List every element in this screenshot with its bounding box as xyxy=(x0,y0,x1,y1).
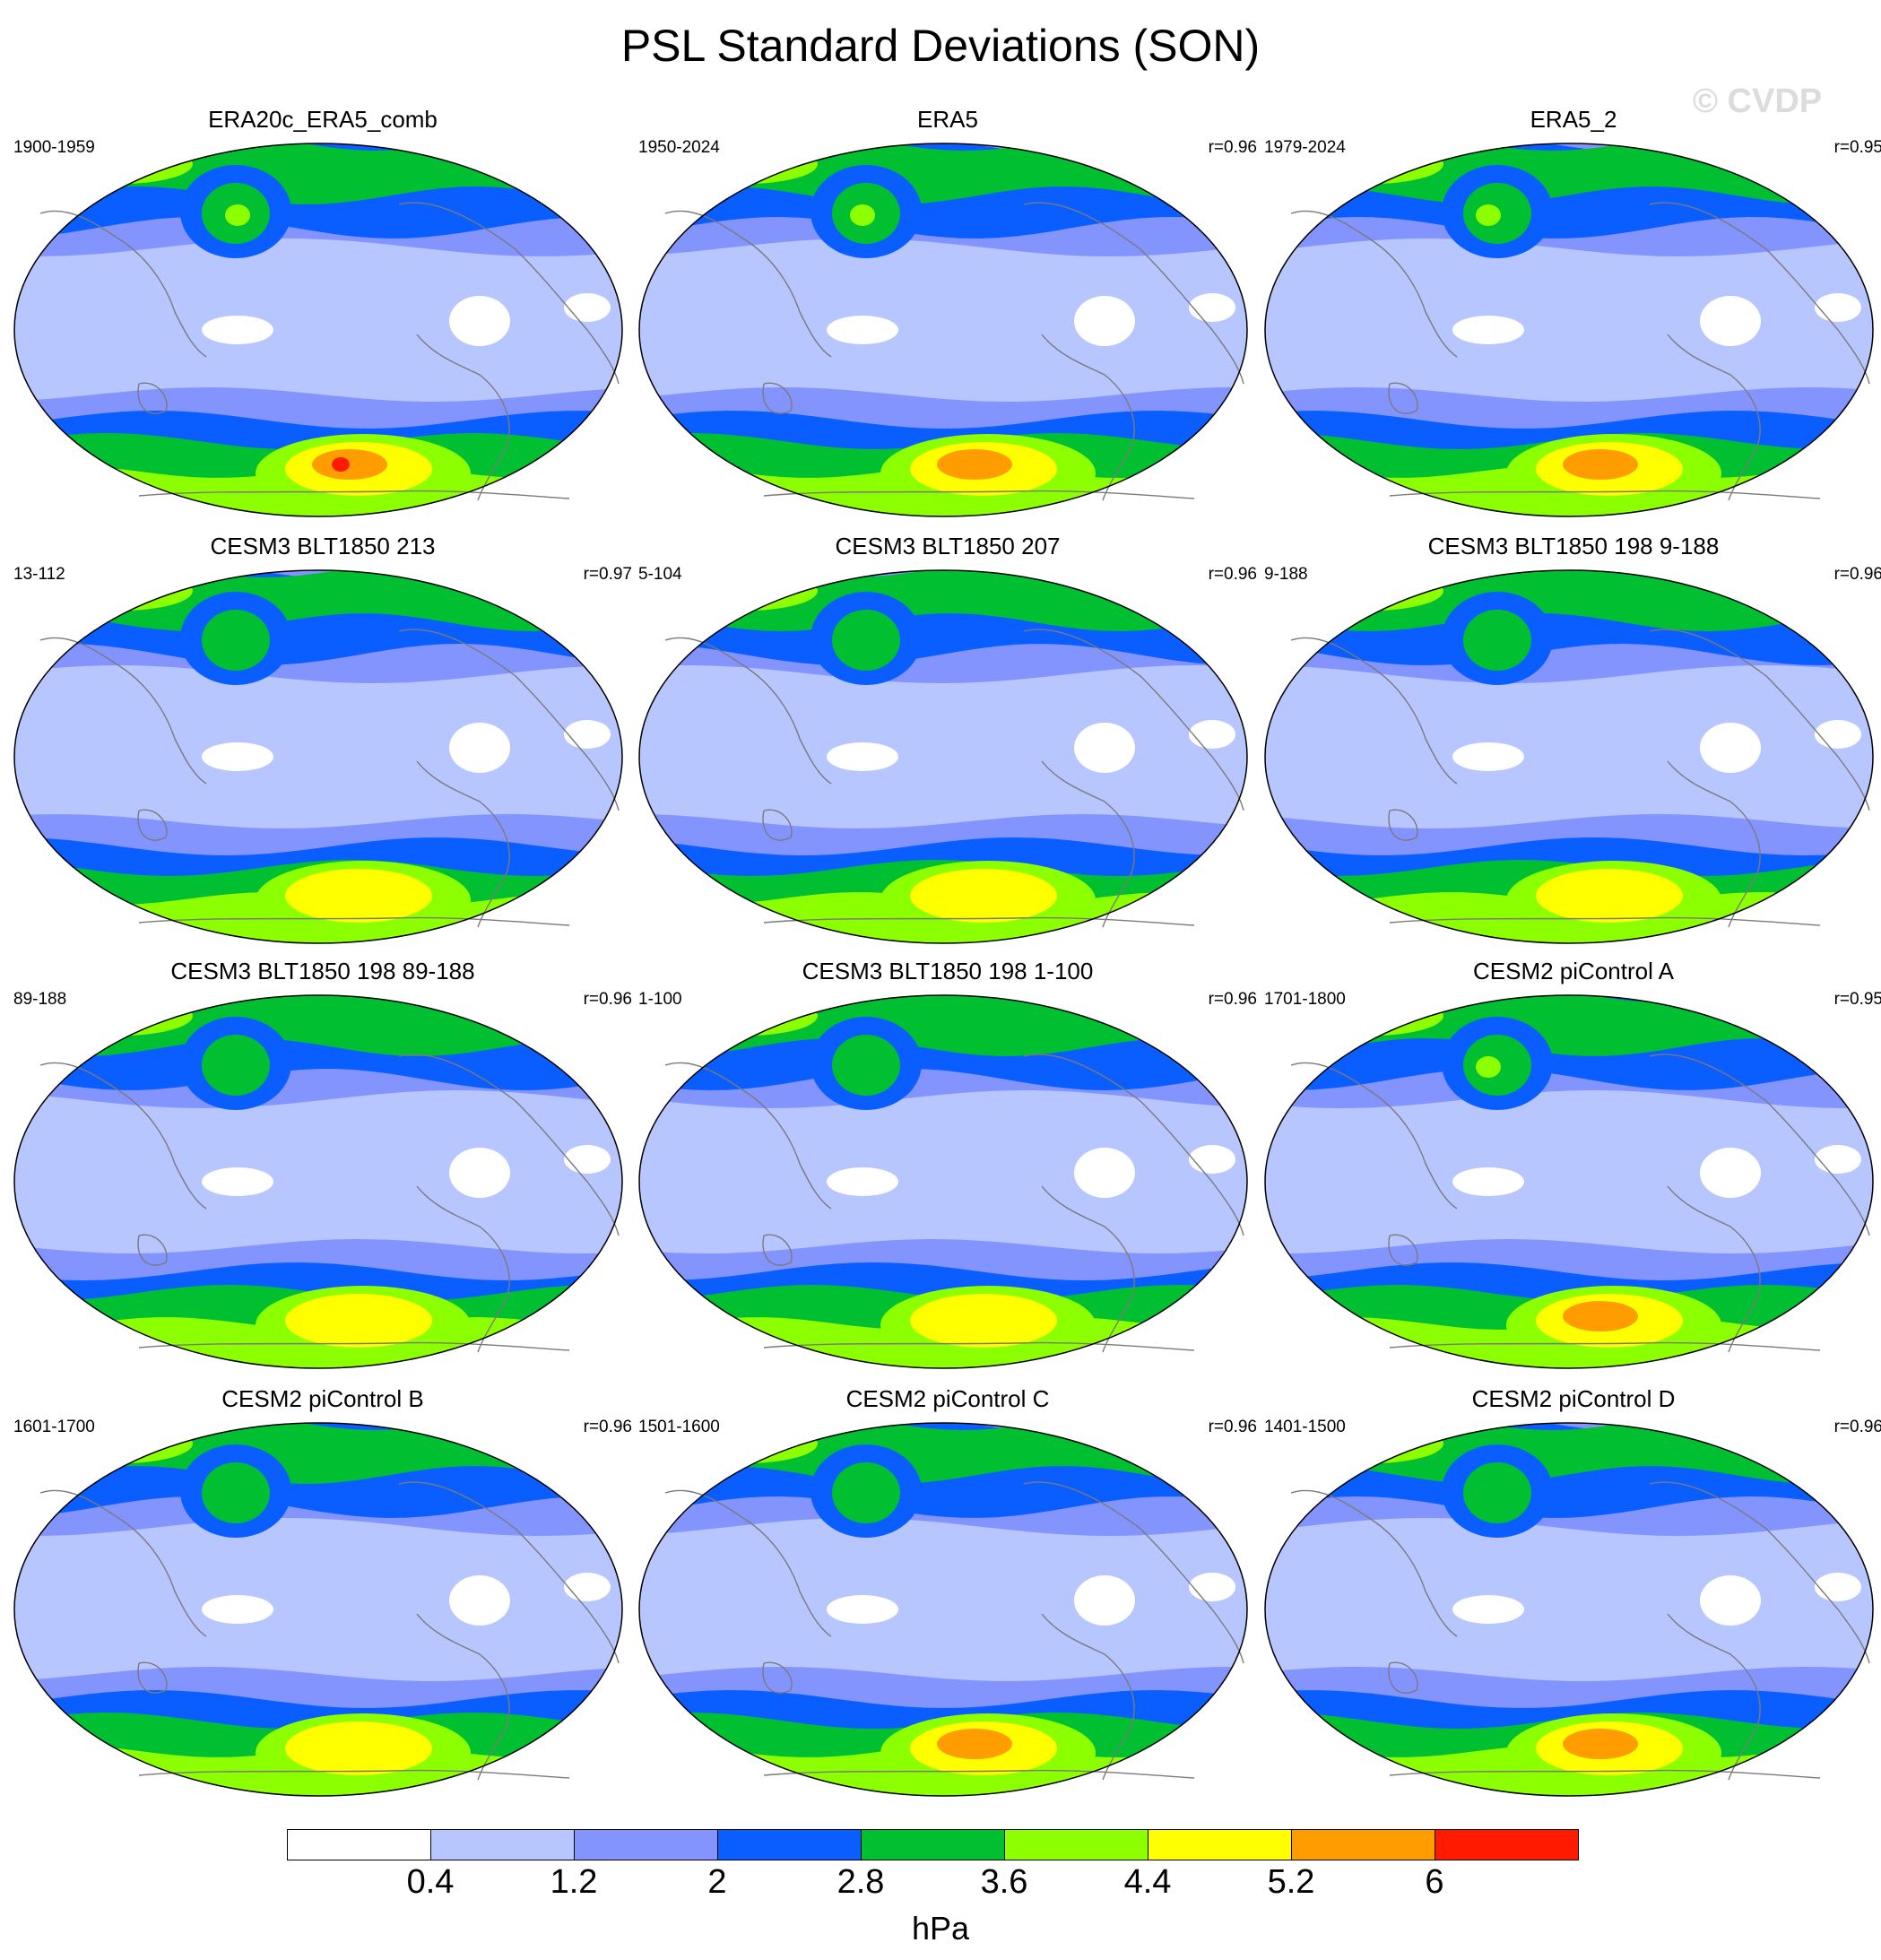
panel-title: CESM3 BLT1850 198 9-188 xyxy=(1427,533,1720,559)
panel-title: ERA20c_ERA5_comb xyxy=(208,106,438,133)
panel-title: CESM2 piControl A xyxy=(1473,958,1674,984)
panel-title: ERA5_2 xyxy=(1530,106,1617,133)
panel-years: 1-100 xyxy=(638,990,682,1009)
colorbar-tick-label: 3.6 xyxy=(980,1863,1028,1901)
map-panel: CESM3 BLT1850 198 89-188 89-188 r=0.96 xyxy=(13,958,632,1379)
panel-title: CESM3 BLT1850 198 1-100 xyxy=(802,958,1094,984)
watermark: © CVDP xyxy=(1693,82,1823,120)
panel-years: 89-188 xyxy=(13,990,67,1009)
colorbar-swatch xyxy=(861,1829,1005,1860)
map-panel: ERA5 1950-2024 r=0.96 xyxy=(638,106,1257,527)
map-panel: CESM2 piControl B 1601-1700 r=0.96 xyxy=(13,1385,632,1807)
colorbar xyxy=(287,1829,1579,1860)
map-panel: CESM2 piControl C 1501-1600 r=0.96 xyxy=(638,1385,1257,1807)
colorbar-tick-label: 5.2 xyxy=(1267,1863,1315,1901)
panel-years: 1701-1800 xyxy=(1264,990,1346,1009)
map-panel: CESM3 BLT1850 198 1-100 1-100 r=0.96 xyxy=(638,958,1257,1379)
panel-years: 1900-1959 xyxy=(13,138,95,157)
page-title: PSL Standard Deviations (SON) xyxy=(620,21,1261,71)
panel-correlation: r=0.95 xyxy=(1833,138,1881,157)
map-panel: ERA5_2 1979-2024 r=0.95 xyxy=(1264,106,1881,527)
robinson-map xyxy=(13,994,623,1369)
robinson-map xyxy=(13,143,623,517)
colorbar-swatch xyxy=(287,1829,431,1860)
panel-correlation: r=0.95 xyxy=(1833,990,1881,1009)
robinson-map xyxy=(638,1422,1248,1797)
robinson-map xyxy=(1264,143,1874,517)
panel-correlation: r=0.96 xyxy=(1208,990,1257,1009)
panel-title: CESM2 piControl D xyxy=(1471,1385,1676,1412)
colorbar-tick-label: 2.8 xyxy=(836,1863,885,1901)
robinson-map xyxy=(1264,569,1874,944)
colorbar-tick-label: 6 xyxy=(1425,1863,1444,1901)
panel-years: 1501-1600 xyxy=(638,1418,720,1436)
map-panel: CESM2 piControl A 1701-1800 r=0.95 xyxy=(1264,958,1881,1379)
map-panel: ERA20c_ERA5_comb 1900-1959 xyxy=(13,106,632,527)
panel-title: CESM2 piControl B xyxy=(221,1385,424,1412)
panel-years: 1601-1700 xyxy=(13,1418,95,1436)
map-panel: CESM2 piControl D 1401-1500 r=0.96 xyxy=(1264,1385,1881,1807)
map-panel: CESM3 BLT1850 213 13-112 r=0.97 xyxy=(13,533,632,954)
panel-correlation: r=0.96 xyxy=(1833,1418,1881,1436)
panel-correlation: r=0.96 xyxy=(1208,138,1257,157)
robinson-map xyxy=(13,1422,623,1797)
colorbar-tick-label: 4.4 xyxy=(1123,1863,1172,1901)
panel-years: 1950-2024 xyxy=(638,138,720,157)
panel-correlation: r=0.96 xyxy=(1208,1418,1257,1436)
panel-years: 9-188 xyxy=(1264,565,1308,584)
panel-correlation: r=0.97 xyxy=(583,565,632,584)
colorbar-swatch xyxy=(430,1829,575,1860)
panel-correlation: r=0.96 xyxy=(583,1418,632,1436)
colorbar-swatch xyxy=(1291,1829,1435,1860)
robinson-map xyxy=(638,569,1248,944)
robinson-map xyxy=(638,994,1248,1369)
panel-correlation: r=0.96 xyxy=(583,990,632,1009)
map-panel: CESM3 BLT1850 207 5-104 r=0.96 xyxy=(638,533,1257,954)
colorbar-swatch xyxy=(717,1829,862,1860)
colorbar-swatch xyxy=(1148,1829,1292,1860)
panel-years: 1401-1500 xyxy=(1264,1418,1346,1436)
robinson-map xyxy=(638,143,1248,517)
colorbar-swatch xyxy=(1004,1829,1149,1860)
colorbar-units: hPa xyxy=(911,1910,970,1947)
panel-title: CESM3 BLT1850 198 89-188 xyxy=(170,958,475,984)
colorbar-tick-label: 1.2 xyxy=(550,1863,598,1901)
robinson-map xyxy=(1264,1422,1874,1797)
panel-correlation: r=0.96 xyxy=(1833,565,1881,584)
robinson-map xyxy=(13,569,623,944)
colorbar-tick-label: 0.4 xyxy=(406,1863,455,1901)
panel-title: ERA5 xyxy=(917,106,978,133)
panel-years: 5-104 xyxy=(638,565,682,584)
colorbar-swatch xyxy=(574,1829,718,1860)
panel-correlation: r=0.96 xyxy=(1208,565,1257,584)
robinson-map xyxy=(1264,994,1874,1369)
colorbar-tick-label: 2 xyxy=(707,1863,727,1901)
panel-title: CESM3 BLT1850 213 xyxy=(210,533,436,559)
panel-title: CESM2 piControl C xyxy=(845,1385,1050,1412)
map-panel: CESM3 BLT1850 198 9-188 9-188 r=0.96 xyxy=(1264,533,1881,954)
panel-years: 13-112 xyxy=(13,565,65,584)
colorbar-swatch xyxy=(1435,1829,1579,1860)
panel-title: CESM3 BLT1850 207 xyxy=(835,533,1061,559)
panel-years: 1979-2024 xyxy=(1264,138,1346,157)
